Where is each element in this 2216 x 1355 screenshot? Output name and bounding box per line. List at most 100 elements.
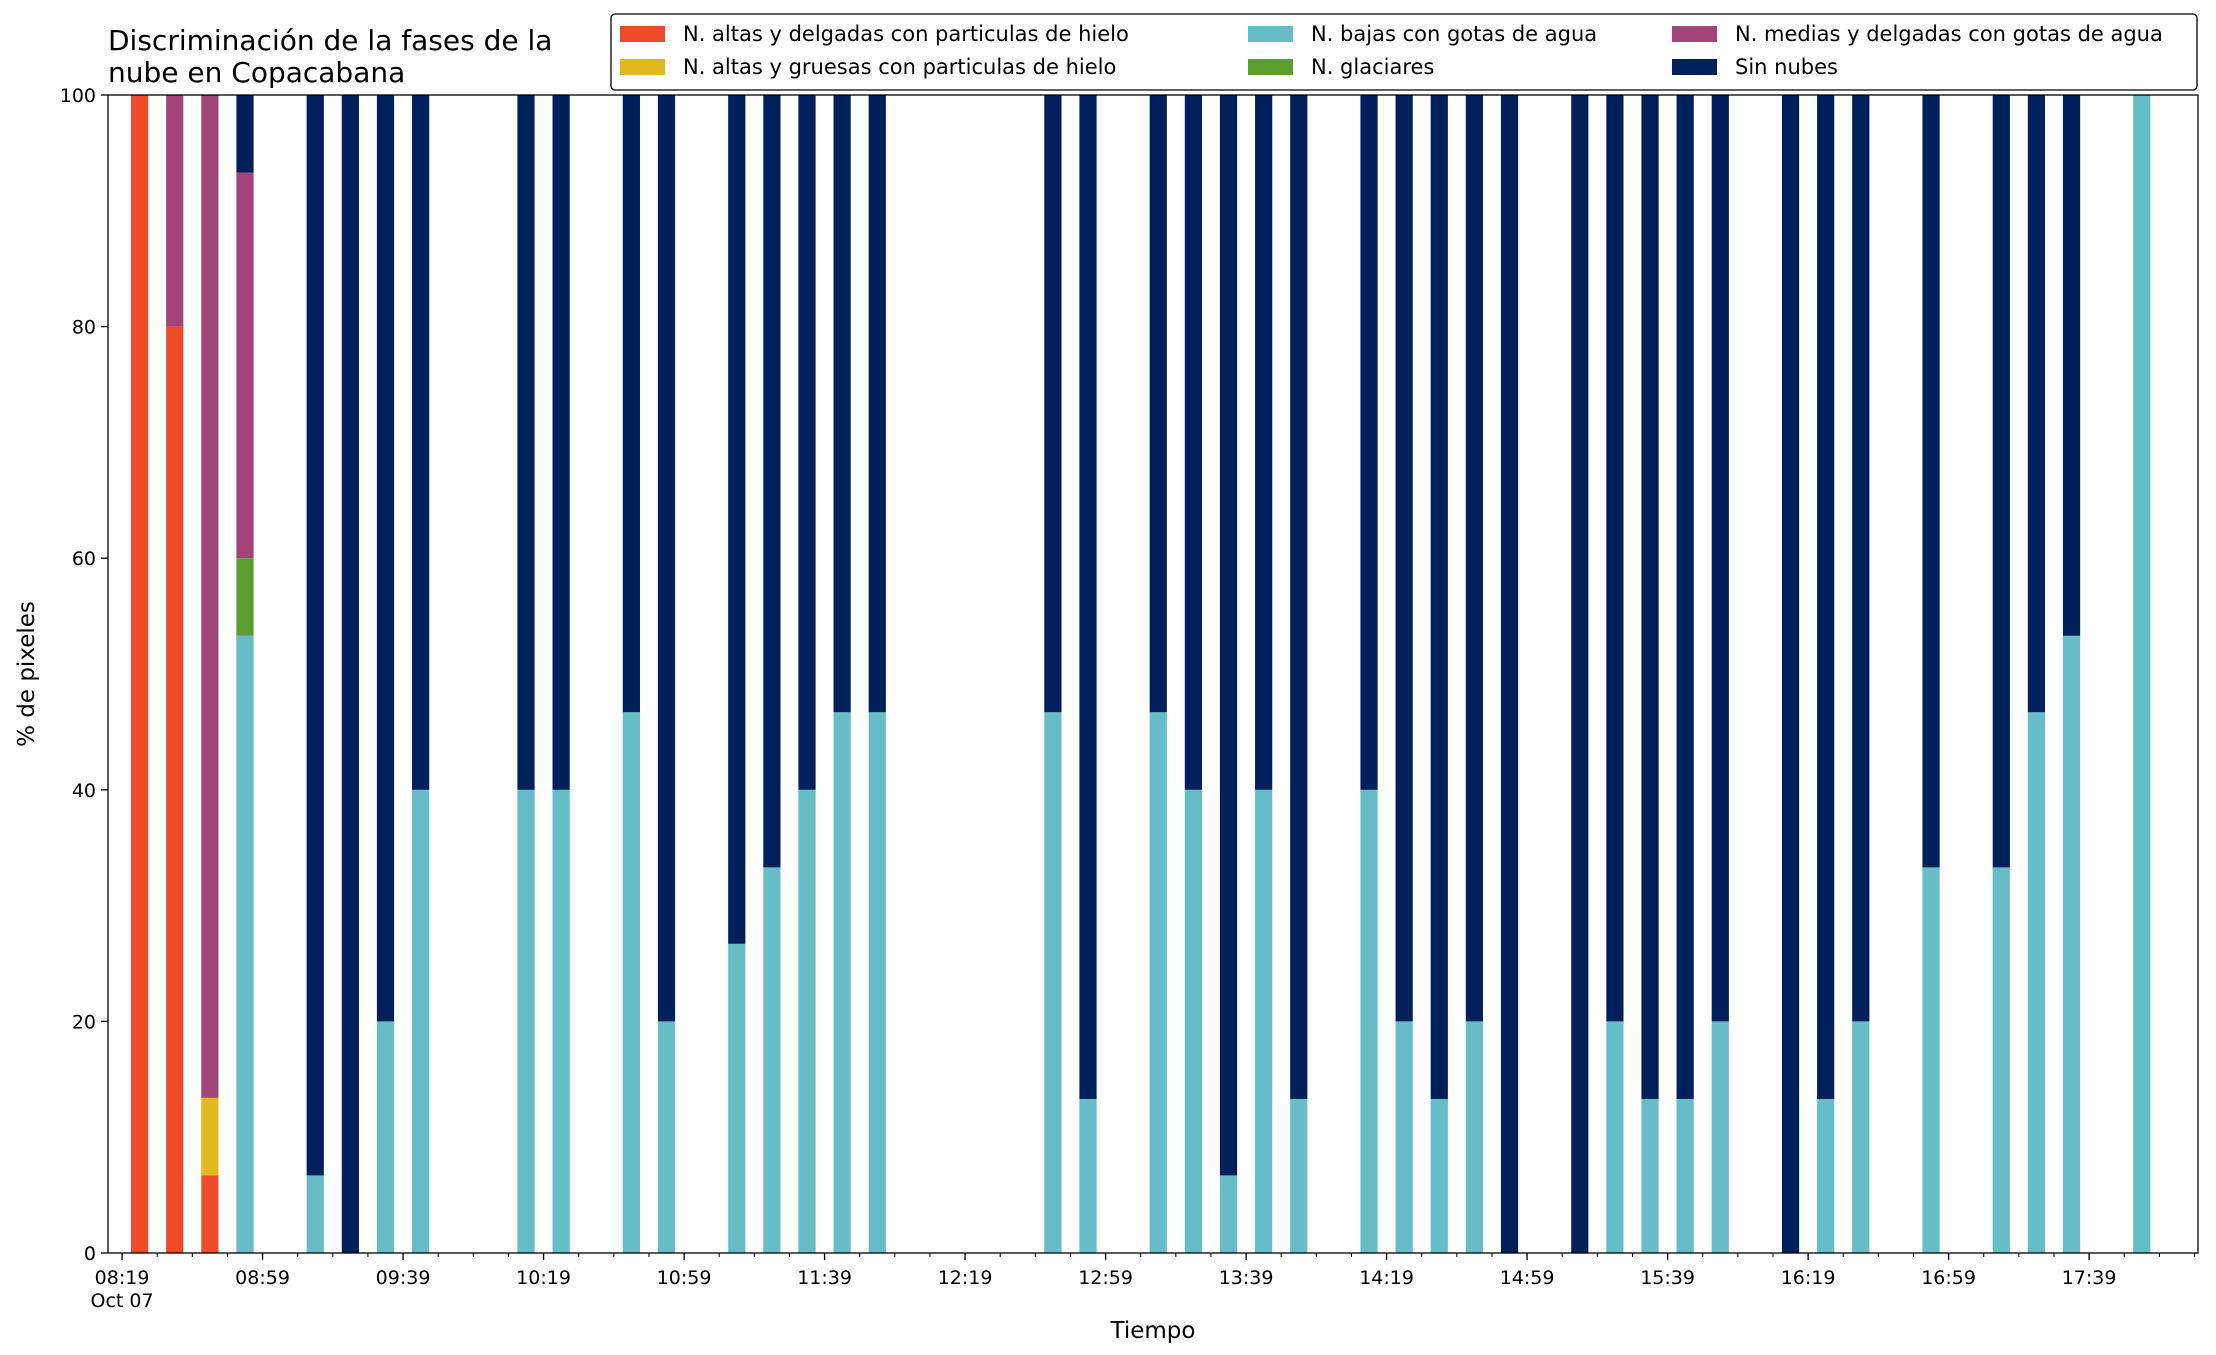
x-tick-label: 14:19 [1359, 1267, 1414, 1289]
plot-frame [107, 94, 2199, 1254]
bar-segment-1524-s5 [1606, 95, 1624, 1022]
x-tick-label: 15:39 [1640, 1267, 1695, 1289]
bar-segment-1314-s2 [1149, 712, 1167, 1253]
x-axis: 08:19 Oct 07 08:59 09:39 10:19 10:59 11:39 12:1… [91, 1253, 2195, 1312]
bar-segment-1424-s2 [1395, 1021, 1413, 1253]
bar-segment-1714-s2 [1992, 867, 2010, 1253]
bar-segment-1354-s5 [1290, 95, 1308, 1099]
legend-swatch [1248, 59, 1293, 75]
bar-segment-1134-s5 [798, 95, 816, 790]
bar-segment-1534-s5 [1641, 95, 1659, 1099]
bar-segment-1024-s5 [552, 95, 570, 790]
bar-segment-1724-s5 [2027, 95, 2046, 713]
bar-segment-0854-s5 [236, 95, 254, 173]
bar-segment-1054-s5 [657, 95, 676, 1022]
bar-segment-0914-s2 [306, 1175, 324, 1253]
bar-segment-1254-s2 [1079, 1098, 1097, 1253]
bar-segment-0944-s2 [412, 789, 430, 1253]
legend-label: N. glaciares [1311, 55, 1434, 79]
bar-segment-0854-s2 [236, 635, 254, 1253]
bar-segment-1654-s5 [1922, 95, 1940, 868]
bar-segment-1454-s5 [1500, 95, 1519, 1253]
bar-segment-1434-s5 [1430, 95, 1448, 1099]
legend-label: N. altas y delgadas con particulas de hi… [683, 22, 1129, 46]
bar-segment-1124-s2 [763, 867, 781, 1253]
bar-segment-1754-s2 [2133, 95, 2151, 1253]
bar-segment-1614-s5 [1781, 95, 1800, 1253]
bar-segment-1734-s2 [2062, 635, 2081, 1253]
y-tick-label: 60 [72, 548, 96, 570]
x-tick-label: 11:39 [797, 1267, 852, 1289]
bar-segment-1414-s2 [1360, 789, 1378, 1253]
legend-frame [610, 13, 2198, 91]
bar-segment-0854-s3 [236, 558, 254, 636]
bar-segment-1424-s5 [1395, 95, 1413, 1022]
bar-segment-1124-s5 [763, 95, 781, 868]
bar-segment-0854-s4 [236, 172, 254, 559]
y-axis-label: % de pixeles [14, 601, 40, 747]
bar-segment-1534-s2 [1641, 1098, 1659, 1253]
bar-segment-0934-s2 [376, 1021, 395, 1253]
bar-segment-1354-s2 [1290, 1098, 1308, 1253]
x-axis-label: Tiempo [1110, 1318, 1196, 1344]
bar-segment-0844-s0 [201, 1175, 219, 1253]
legend-label: N. altas y gruesas con particulas de hie… [683, 55, 1116, 79]
bar-segment-0824-s0 [131, 95, 149, 1253]
bar-segment-1314-s5 [1149, 95, 1167, 713]
x-tick-label: 16:19 [1781, 1267, 1836, 1289]
x-tick-label: 12:19 [938, 1267, 993, 1289]
bar-segment-1624-s5 [1817, 95, 1835, 1099]
bar-segment-1344-s2 [1255, 789, 1273, 1253]
x-tick-label: 08:59 [235, 1267, 290, 1289]
bar-segment-1324-s2 [1184, 789, 1202, 1253]
bar-segment-1344-s5 [1255, 95, 1273, 790]
y-tick-label: 100 [60, 85, 96, 107]
bars-layer [131, 95, 2151, 1254]
legend-swatch [620, 59, 665, 75]
x-tick-label: 17:39 [2062, 1267, 2117, 1289]
bar-segment-1514-s5 [1571, 95, 1589, 1253]
bar-segment-1244-s5 [1044, 95, 1062, 713]
bar-segment-1414-s5 [1360, 95, 1378, 790]
y-tick-label: 20 [72, 1011, 96, 1033]
x-tick-label: 16:59 [1921, 1267, 1976, 1289]
bar-segment-1634-s2 [1852, 1021, 1870, 1253]
bar-segment-1444-s5 [1465, 95, 1484, 1022]
bar-segment-1024-s2 [552, 789, 570, 1253]
bar-segment-1544-s2 [1676, 1098, 1694, 1253]
y-tick-label: 40 [72, 780, 96, 802]
bar-segment-1254-s5 [1079, 95, 1097, 1099]
bar-segment-1624-s2 [1817, 1098, 1835, 1253]
bar-segment-1654-s2 [1922, 867, 1940, 1253]
x-tick-label: 14:59 [1500, 1267, 1555, 1289]
legend-swatch [1672, 59, 1717, 75]
legend-label: N. bajas con gotas de agua [1311, 22, 1597, 46]
chart-title: Discriminación de la fases de la nube en … [108, 24, 552, 89]
bar-segment-1014-s2 [517, 789, 535, 1253]
y-tick-label: 0 [84, 1243, 96, 1265]
x-tick-label: 13:39 [1219, 1267, 1274, 1289]
bar-segment-1014-s5 [517, 95, 535, 790]
bar-segment-1434-s2 [1430, 1098, 1448, 1253]
bar-segment-1734-s5 [2062, 95, 2081, 636]
bar-segment-1324-s5 [1184, 95, 1202, 790]
legend-swatch [620, 26, 665, 42]
bar-segment-1244-s2 [1044, 712, 1062, 1253]
bar-segment-1554-s5 [1711, 95, 1729, 1022]
legend-label: N. medias y delgadas con gotas de agua [1735, 22, 2163, 46]
bar-segment-1724-s2 [2027, 712, 2046, 1253]
bar-segment-0844-s1 [201, 1097, 219, 1176]
bar-segment-1114-s2 [728, 943, 746, 1253]
bar-segment-0934-s5 [376, 95, 395, 1022]
bar-segment-1524-s2 [1606, 1021, 1624, 1253]
bar-segment-0844-s4 [201, 95, 219, 1098]
bar-segment-1154-s2 [868, 712, 886, 1253]
bar-segment-1334-s5 [1219, 95, 1238, 1176]
bar-segment-1714-s5 [1992, 95, 2010, 868]
legend-label: Sin nubes [1735, 55, 1838, 79]
x-tick-label: 10:59 [657, 1267, 712, 1289]
bar-segment-1144-s5 [833, 95, 851, 713]
y-axis: 0 20 40 60 80 100 [60, 85, 108, 1265]
legend-swatch [1672, 26, 1717, 42]
